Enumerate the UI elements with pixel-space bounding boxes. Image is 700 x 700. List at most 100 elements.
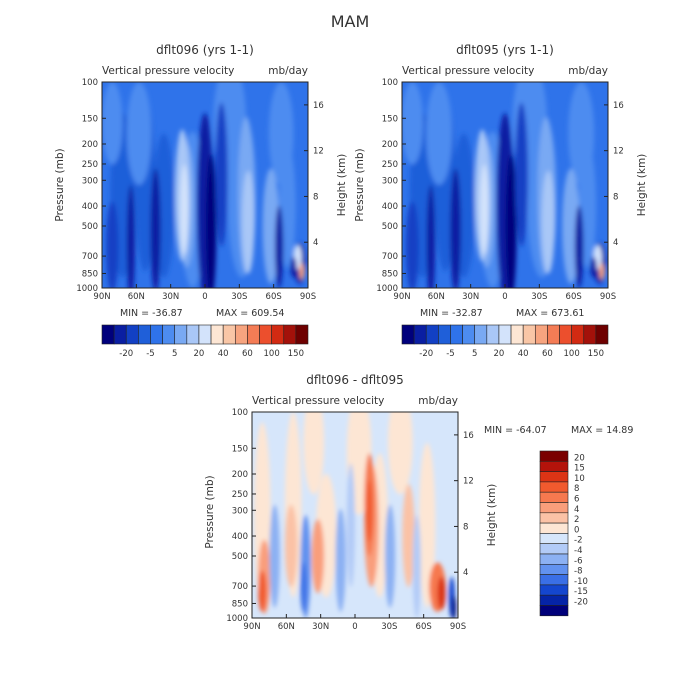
colorbar-swatch xyxy=(210,324,224,345)
max-label: MAX = 14.89 xyxy=(571,425,633,436)
y-tick-label: 400 xyxy=(82,202,98,212)
contour-region xyxy=(206,154,217,288)
contour-field xyxy=(402,82,608,288)
colorbar-label: 20 xyxy=(494,349,505,359)
field-features xyxy=(102,82,306,288)
y-tick-label: 700 xyxy=(232,582,248,592)
contour-region xyxy=(426,185,436,288)
contour-region xyxy=(126,185,135,288)
y-right-tick-label: 4 xyxy=(313,238,318,248)
y-ticks: 100 150 200 250 300 400 500 700 850 1000 xyxy=(76,78,106,294)
colorbar-swatch xyxy=(539,512,569,524)
colorbar-swatch xyxy=(539,450,569,462)
colorbar-swatch xyxy=(234,324,248,345)
contour-region xyxy=(303,412,325,495)
colorbar-label: 10 xyxy=(574,474,585,484)
x-tick-label: 90N xyxy=(243,622,260,632)
contour-region xyxy=(335,508,346,612)
x-tick-label: 90N xyxy=(393,292,410,302)
x-tick-label: 60S xyxy=(566,292,582,302)
colorbar-label: 60 xyxy=(542,349,553,359)
contour-region xyxy=(541,170,555,274)
y-right-tick-label: 12 xyxy=(313,147,324,157)
y-tick-label: 1000 xyxy=(76,284,98,294)
y-right-tick-label: 12 xyxy=(613,147,624,157)
colorbar-label: 20 xyxy=(194,349,205,359)
contour-region xyxy=(150,168,161,288)
colorbar-label: 40 xyxy=(218,349,229,359)
min-label: MIN = -36.87 xyxy=(120,308,183,319)
colorbar-swatch xyxy=(539,491,569,503)
colorbar-swatch xyxy=(522,324,536,345)
contour-region xyxy=(480,164,489,256)
panel-subtitle: Vertical pressure velocity xyxy=(252,395,384,407)
x-ticks: 90N 60N 30N 0 30S 60S 90S xyxy=(393,284,616,302)
x-tick-label: 60S xyxy=(416,622,432,632)
colorbar-label: 5 xyxy=(472,349,477,359)
y-right-tick-label: 8 xyxy=(313,192,318,202)
y-tick-label: 400 xyxy=(232,532,248,542)
min-label: MIN = -64.07 xyxy=(484,425,547,436)
y-right-tick-label: 4 xyxy=(613,238,618,248)
panel-title: dflt095 (yrs 1-1) xyxy=(456,43,554,57)
y-right-tick-label: 8 xyxy=(463,522,468,532)
colorbar-label: 20 xyxy=(574,453,585,463)
contour-region xyxy=(126,82,152,185)
colorbar-swatch xyxy=(539,522,569,534)
contour-region xyxy=(106,201,119,288)
contour-region xyxy=(102,82,123,165)
contour-region xyxy=(405,201,419,288)
y-tick-label: 850 xyxy=(232,599,248,609)
colorbar-label: 8 xyxy=(574,484,579,494)
contour-region xyxy=(505,154,517,288)
y-tick-label: 500 xyxy=(382,222,398,232)
panel-subtitle: Vertical pressure velocity xyxy=(402,65,534,77)
min-label: MIN = -32.87 xyxy=(420,308,483,319)
y-ticks-right: 16 12 8 4 xyxy=(604,101,624,248)
y-axis-label-right: Height (km) xyxy=(636,154,648,217)
y-axis-label-right: Height (km) xyxy=(336,154,348,217)
colorbar-label: 6 xyxy=(574,495,579,505)
x-tick-label: 60N xyxy=(128,292,145,302)
colorbar: -20 -5 5 20 40 60 100 150 xyxy=(401,324,609,359)
y-tick-label: 1000 xyxy=(226,614,248,624)
colorbar-swatch xyxy=(113,324,127,345)
y-tick-label: 200 xyxy=(82,140,98,150)
units-label: mb/day xyxy=(418,395,458,407)
colorbar-swatch xyxy=(125,324,139,345)
units-label: mb/day xyxy=(568,65,608,77)
y-tick-label: 100 xyxy=(232,408,248,418)
colorbar-swatch xyxy=(138,324,151,345)
contour-region xyxy=(279,143,296,268)
colorbar-label: 150 xyxy=(588,349,604,359)
x-tick-label: 90S xyxy=(300,292,316,302)
contour-region xyxy=(346,463,355,588)
colorbar-swatch xyxy=(186,324,200,345)
x-tick-label: 0 xyxy=(502,292,507,302)
panel-subtitle: Vertical pressure velocity xyxy=(102,65,234,77)
colorbar-swatch xyxy=(486,324,500,345)
y-ticks-right: 16 12 8 4 xyxy=(304,101,324,248)
colorbar-label: 100 xyxy=(564,349,580,359)
colorbar-swatch xyxy=(583,324,597,345)
colorbar-swatch xyxy=(259,324,272,345)
contour-region xyxy=(242,170,255,274)
contour-field xyxy=(102,82,308,288)
x-tick-label: 30S xyxy=(531,292,547,302)
y-tick-label: 700 xyxy=(82,252,98,262)
colorbar-swatch xyxy=(539,460,569,472)
colorbar-swatch xyxy=(401,324,415,345)
y-right-tick-label: 16 xyxy=(613,101,624,111)
contour-region xyxy=(258,570,267,612)
x-tick-label: 0 xyxy=(202,292,207,302)
colorbar-label: 40 xyxy=(518,349,529,359)
colorbar-label: -10 xyxy=(574,577,588,587)
y-tick-label: 300 xyxy=(232,506,248,516)
y-ticks-right: 16 12 8 4 xyxy=(454,431,474,578)
colorbar-swatch xyxy=(247,324,260,345)
colorbar: -20 -5 5 20 40 60 100 150 xyxy=(101,324,309,359)
colorbar-label: -2 xyxy=(574,536,582,546)
x-tick-label: 90S xyxy=(600,292,616,302)
contour-region xyxy=(384,504,396,608)
